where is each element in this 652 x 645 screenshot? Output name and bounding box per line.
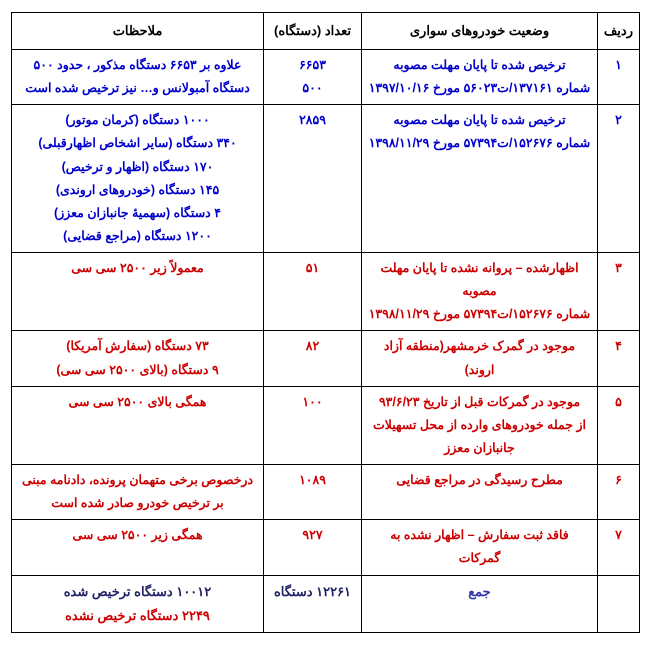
table-row: ۷ فاقد ثبت سفارش – اظهار نشده به گمرکات … [12, 520, 640, 575]
notes-line: ۱۴۵ دستگاه (خودروهای اروندی) [18, 179, 257, 202]
notes-line: ۴ دستگاه (سهمیۀ جانبازان معزز) [18, 202, 257, 225]
count-line: ۱۰۰ [270, 391, 355, 414]
cell-notes-sum: ۱۰۰۱۲ دستگاه ترخیص شده ۲۲۴۹ دستگاه ترخیص… [12, 575, 264, 632]
notes-line: بر ترخیص خودرو صادر شده است [18, 492, 257, 515]
cell-status: ترخیص شده تا پایان مهلت مصوبه شماره ۱۳۷۱… [362, 50, 598, 105]
status-line: موجود در گمرک خرمشهر(منطقه آزاد اروند) [368, 335, 591, 381]
cell-radif: ۴ [598, 331, 640, 386]
count-line: ۵۱ [270, 257, 355, 280]
notes-line: درخصوص برخی متهمان پرونده، دادنامه مبنی [18, 469, 257, 492]
col-status: وضعیت خودروهای سواری [362, 13, 598, 50]
cell-radif: ۶ [598, 465, 640, 520]
cell-radif: ۳ [598, 253, 640, 331]
sum-notes-line: ۲۲۴۹ دستگاه ترخیص نشده [18, 604, 257, 628]
col-notes: ملاحظات [12, 13, 264, 50]
count-line: ۲۸۵۹ [270, 109, 355, 132]
cell-status-sum: جمع [362, 575, 598, 632]
status-line: ترخیص شده تا پایان مهلت مصوبه [368, 109, 591, 132]
cell-status: اظهارشده – پروانه نشده تا پایان مهلت مصو… [362, 253, 598, 331]
status-line: موجود در گمرکات قبل از تاریخ ۹۳/۶/۲۳ [368, 391, 591, 414]
cell-notes: علاوه بر ۶۶۵۳ دستگاه مذکور ، حدود ۵۰۰ دس… [12, 50, 264, 105]
status-line: ترخیص شده تا پایان مهلت مصوبه [368, 54, 591, 77]
count-line: ۵۰۰ [270, 77, 355, 100]
sum-notes-line: ۱۰۰۱۲ دستگاه ترخیص شده [18, 580, 257, 604]
status-line: شماره ۱۵۲۶۷۶/ت۵۷۳۹۴ مورخ ۱۳۹۸/۱۱/۲۹ [368, 303, 591, 326]
table-row: ۵ موجود در گمرکات قبل از تاریخ ۹۳/۶/۲۳ ا… [12, 386, 640, 464]
status-line: شماره ۱۳۷۱۶۱/ت۵۶۰۲۳ مورخ ۱۳۹۷/۱۰/۱۶ [368, 77, 591, 100]
table-row: ۱ ترخیص شده تا پایان مهلت مصوبه شماره ۱۳… [12, 50, 640, 105]
cell-notes: ۷۳ دستگاه (سفارش آمریکا) ۹ دستگاه (بالای… [12, 331, 264, 386]
cell-count: ۱۰۸۹ [264, 465, 362, 520]
cell-notes: درخصوص برخی متهمان پرونده، دادنامه مبنی … [12, 465, 264, 520]
notes-line: ۱۲۰۰ دستگاه (مراجع قضایی) [18, 225, 257, 248]
notes-line: همگی بالای ۲۵۰۰ سی سی [18, 391, 257, 414]
status-line: فاقد ثبت سفارش – اظهار نشده به گمرکات [368, 524, 591, 570]
table-row: ۴ موجود در گمرک خرمشهر(منطقه آزاد اروند)… [12, 331, 640, 386]
cell-radif: ۷ [598, 520, 640, 575]
cell-count: ۱۰۰ [264, 386, 362, 464]
table-row: ۲ ترخیص شده تا پایان مهلت مصوبه شماره ۱۵… [12, 105, 640, 253]
cell-radif: ۱ [598, 50, 640, 105]
notes-line: معمولاً زیر ۲۵۰۰ سی سی [18, 257, 257, 280]
cell-count: ۶۶۵۳ ۵۰۰ [264, 50, 362, 105]
count-line: ۶۶۵۳ [270, 54, 355, 77]
cell-radif [598, 575, 640, 632]
notes-line: ۹ دستگاه (بالای ۲۵۰۰ سی سی) [18, 359, 257, 382]
col-count: تعداد (دستگاه) [264, 13, 362, 50]
cell-notes: معمولاً زیر ۲۵۰۰ سی سی [12, 253, 264, 331]
status-line: شماره ۱۵۲۶۷۶/ت۵۷۳۹۴ مورخ ۱۳۹۸/۱۱/۲۹ [368, 132, 591, 155]
notes-line: ۳۴۰ دستگاه (سایر اشخاص اظهارقبلی) [18, 132, 257, 155]
cell-count-sum: ۱۲۲۶۱ دستگاه [264, 575, 362, 632]
count-line: ۸۲ [270, 335, 355, 358]
notes-line: دستگاه آمبولانس و… نیز ترخیص شده است [18, 77, 257, 100]
cell-status: ترخیص شده تا پایان مهلت مصوبه شماره ۱۵۲۶… [362, 105, 598, 253]
table-sum-row: جمع ۱۲۲۶۱ دستگاه ۱۰۰۱۲ دستگاه ترخیص شده … [12, 575, 640, 632]
cell-radif: ۵ [598, 386, 640, 464]
cell-count: ۵۱ [264, 253, 362, 331]
table-header-row: ردیف وضعیت خودروهای سواری تعداد (دستگاه)… [12, 13, 640, 50]
cell-count: ۲۸۵۹ [264, 105, 362, 253]
notes-line: همگی زیر ۲۵۰۰ سی سی [18, 524, 257, 547]
table-row: ۶ مطرح رسیدگی در مراجع قضایی ۱۰۸۹ درخصوص… [12, 465, 640, 520]
cell-notes: همگی زیر ۲۵۰۰ سی سی [12, 520, 264, 575]
notes-line: ۱۷۰ دستگاه (اظهار و ترخیص) [18, 156, 257, 179]
table-row: ۳ اظهارشده – پروانه نشده تا پایان مهلت م… [12, 253, 640, 331]
cell-status: موجود در گمرک خرمشهر(منطقه آزاد اروند) [362, 331, 598, 386]
notes-line: ۷۳ دستگاه (سفارش آمریکا) [18, 335, 257, 358]
notes-line: علاوه بر ۶۶۵۳ دستگاه مذکور ، حدود ۵۰۰ [18, 54, 257, 77]
count-line: ۹۲۷ [270, 524, 355, 547]
count-line: ۱۰۸۹ [270, 469, 355, 492]
cell-status: فاقد ثبت سفارش – اظهار نشده به گمرکات [362, 520, 598, 575]
status-line: اظهارشده – پروانه نشده تا پایان مهلت مصو… [368, 257, 591, 303]
cell-radif: ۲ [598, 105, 640, 253]
status-line: از جمله خودروهای وارده از محل تسهیلات جا… [368, 414, 591, 460]
cell-status: مطرح رسیدگی در مراجع قضایی [362, 465, 598, 520]
col-radif: ردیف [598, 13, 640, 50]
cell-status: موجود در گمرکات قبل از تاریخ ۹۳/۶/۲۳ از … [362, 386, 598, 464]
status-line: مطرح رسیدگی در مراجع قضایی [368, 469, 591, 492]
cell-notes: همگی بالای ۲۵۰۰ سی سی [12, 386, 264, 464]
cell-count: ۸۲ [264, 331, 362, 386]
notes-line: ۱۰۰۰ دستگاه (کرمان موتور) [18, 109, 257, 132]
cell-notes: ۱۰۰۰ دستگاه (کرمان موتور) ۳۴۰ دستگاه (سا… [12, 105, 264, 253]
cell-count: ۹۲۷ [264, 520, 362, 575]
